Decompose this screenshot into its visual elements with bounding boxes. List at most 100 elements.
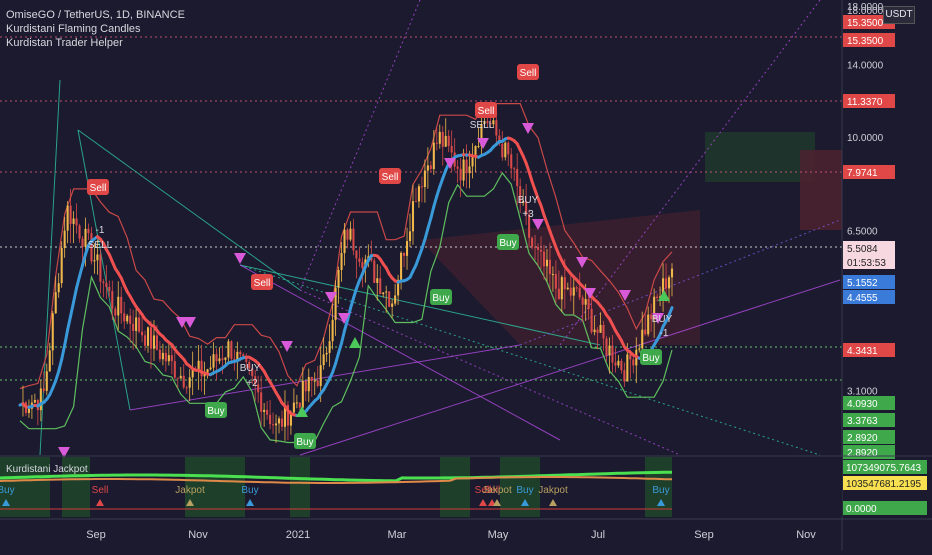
candle-body <box>340 253 342 270</box>
candle-body <box>611 346 613 363</box>
candle-body <box>132 324 134 331</box>
text-mark: SELL <box>88 240 113 251</box>
candle-body <box>409 231 411 241</box>
candle-body <box>549 260 551 274</box>
candle-body <box>376 278 378 283</box>
candle-body <box>266 410 268 415</box>
candle-body <box>102 282 104 283</box>
y-tick-label: 6.5000 <box>847 226 878 237</box>
candle-body <box>570 288 572 296</box>
candle-body <box>108 287 110 291</box>
text-mark: BUY <box>240 363 261 374</box>
y-tick-label: 3.1000 <box>847 386 878 397</box>
moving-average-segment <box>65 330 68 346</box>
moving-average-segment <box>62 345 65 359</box>
candle-body <box>263 410 265 412</box>
sub-indicator-label: Kurdistani Jackpot <box>6 464 88 475</box>
candle-body <box>64 231 66 248</box>
candle-body <box>212 354 214 367</box>
candle-body <box>230 341 232 359</box>
sub-panel-signal-label: Jakpot <box>175 485 205 496</box>
candle-body <box>507 143 509 155</box>
candle-body <box>355 250 357 258</box>
candle-body <box>174 361 176 378</box>
price-badge-label: 15.3500 <box>847 36 884 47</box>
candle-body <box>242 354 244 356</box>
sub-panel-value-label: 103547681.2195 <box>846 479 922 490</box>
candle-body <box>469 166 471 173</box>
candle-body <box>67 206 69 231</box>
candle-body <box>463 160 465 181</box>
candle-body <box>55 292 57 313</box>
text-mark: -1 <box>96 225 105 236</box>
candle-body <box>79 225 81 238</box>
candle-body <box>439 132 441 144</box>
candle-body <box>156 335 158 349</box>
candle-body <box>460 169 462 181</box>
y-tick-label: 10.0000 <box>847 133 884 144</box>
signal-tag-label: Sell <box>90 183 107 194</box>
candle-body <box>144 335 146 346</box>
candle-body <box>561 277 563 299</box>
candle-body <box>269 415 271 424</box>
candle-body <box>34 400 36 403</box>
candle-body <box>76 218 78 225</box>
candle-body <box>602 325 604 338</box>
candle-body <box>129 316 131 324</box>
candle-body <box>576 287 578 288</box>
candle-body <box>466 160 468 174</box>
candle-body <box>614 363 616 366</box>
candle-body <box>138 317 140 331</box>
candle-body <box>427 165 429 170</box>
cloud-green <box>705 132 815 182</box>
trend-line-1 <box>78 130 130 410</box>
text-mark: -1 <box>660 328 669 339</box>
moving-average-segment <box>431 206 434 218</box>
candle-body <box>343 230 345 253</box>
candle-body <box>135 317 137 331</box>
moving-average-segment <box>350 298 353 308</box>
candle-body <box>668 277 670 288</box>
signal-tag-label: Buy <box>642 353 659 364</box>
sub-panel-bg <box>0 457 842 517</box>
signal-tag-label: Sell <box>254 278 271 289</box>
candle-body <box>394 295 396 303</box>
candle-body <box>600 325 602 333</box>
currency-badge[interactable]: USDT <box>883 6 915 24</box>
candle-body <box>442 132 444 147</box>
candle-body <box>73 218 75 223</box>
candle-body <box>558 289 560 300</box>
candle-body <box>189 377 191 387</box>
candle-body <box>314 381 316 382</box>
moving-average-segment <box>59 359 62 371</box>
candle-body <box>361 262 363 268</box>
candle-body <box>117 297 119 316</box>
signal-tag-label: Sell <box>382 172 399 183</box>
moving-average-segment <box>425 229 428 240</box>
candle-body <box>99 254 101 281</box>
candle-body <box>415 201 417 202</box>
candle-body <box>171 355 173 361</box>
sub-panel-signal-label: Jakpot <box>482 485 512 496</box>
candle-body <box>326 353 328 355</box>
candle-body <box>40 388 42 410</box>
candle-body <box>162 353 164 359</box>
triangle-marker <box>522 123 534 134</box>
text-mark: +3 <box>522 209 534 220</box>
candle-body <box>626 354 628 381</box>
candle-body <box>504 143 506 158</box>
candle-body <box>597 330 599 333</box>
candle-body <box>573 287 575 295</box>
moving-average-segment <box>529 172 532 182</box>
candle-body <box>555 274 557 289</box>
y-tick-label: 14.0000 <box>847 60 884 71</box>
candle-body <box>150 327 152 348</box>
candle-body <box>147 327 149 345</box>
sub-panel-signal-label: Buy <box>516 485 533 496</box>
moving-average-segment <box>74 288 77 302</box>
candle-body <box>96 254 98 260</box>
candle-body <box>671 269 673 278</box>
candle-body <box>120 297 122 314</box>
candle-body <box>180 376 182 379</box>
